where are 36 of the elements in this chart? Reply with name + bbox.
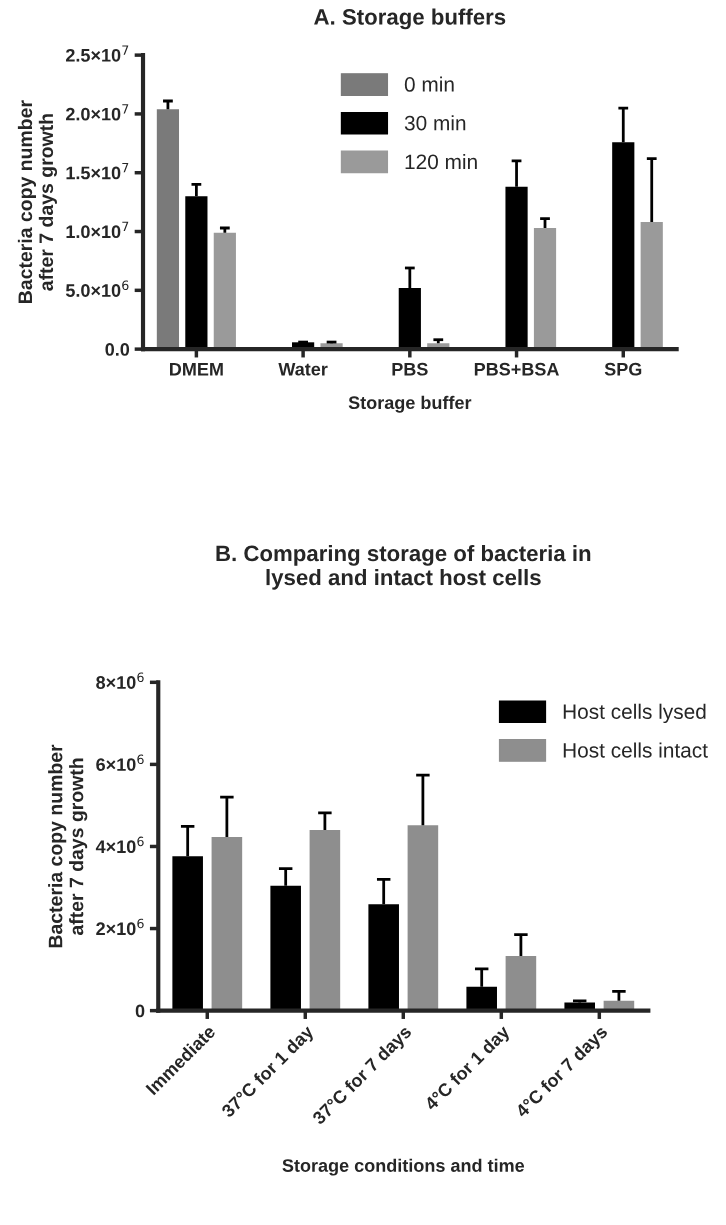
x-tick-label: 4°C for 1 day — [423, 1023, 514, 1114]
y-tick-label: 1.5×10$^{7}$ — [66, 163, 129, 180]
y-tick-label: 5.0×10$^{6}$ — [65, 280, 129, 297]
legend-label: 0 min — [404, 76, 454, 92]
y-axis-title: Bacteria copy number after 7 days growth — [17, 100, 58, 303]
bar — [211, 837, 243, 1011]
bar — [309, 830, 341, 1011]
bar — [505, 956, 537, 1011]
y-tick-label: 2.0×10$^{7}$ — [66, 104, 129, 121]
bar — [640, 222, 663, 350]
y-tick-label: 4×10$^{6}$ — [95, 836, 144, 854]
legend-label: Host cells lysed — [563, 703, 706, 724]
y-tick-label: 8×10$^{6}$ — [96, 672, 144, 689]
bar — [533, 228, 557, 350]
x-tick-label: DMEM — [170, 362, 223, 376]
y-tick-label: 2×10$^{6}$ — [96, 918, 144, 936]
y-axis-title: Bacteria copy number after 7 days growth — [48, 744, 88, 948]
y-tick-label: 6×10$^{6}$ — [96, 754, 144, 771]
x-axis-title: Storage buffer — [348, 395, 472, 413]
legend-label: 30 min — [404, 115, 466, 131]
y-tick-label: 1.0×10$^{7}$ — [66, 221, 129, 239]
legend-label: 120 min — [405, 153, 477, 170]
x-tick-label: PBS+BSA — [474, 362, 559, 376]
y-tick-label: 0.0 — [105, 343, 130, 356]
x-axis-title: Storage conditions and time — [282, 1158, 525, 1176]
bar — [156, 109, 180, 350]
x-tick-label: SPG — [604, 362, 642, 376]
chart-title: A. Storage buffers — [314, 8, 506, 30]
bar — [407, 825, 439, 1011]
bar — [213, 232, 236, 350]
x-tick-label: Water — [278, 362, 328, 376]
y-tick-label: 0 — [135, 1004, 145, 1018]
x-tick-label: PBS — [392, 362, 428, 376]
chart-title: B. Comparing storage of bacteria in lysed and intact host cells — [216, 544, 591, 590]
legend-label: Host cells intact — [563, 742, 708, 758]
y-tick-label: 2.5×10$^{7}$ — [66, 45, 129, 62]
